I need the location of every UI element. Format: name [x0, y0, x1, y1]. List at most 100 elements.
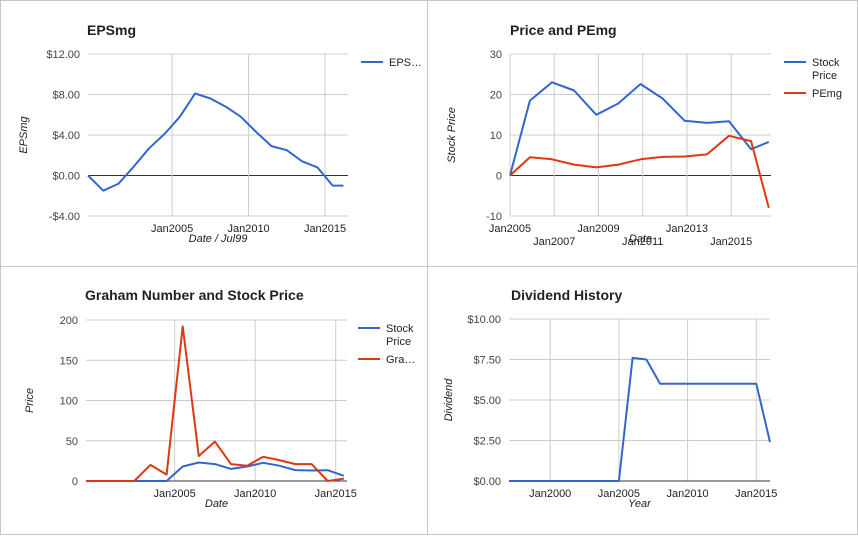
x-tick-label: Jan2009	[577, 223, 619, 235]
x-tick-label: Jan2010	[227, 223, 269, 235]
data-point	[230, 463, 232, 465]
data-point	[166, 474, 168, 476]
data-point	[522, 480, 524, 482]
data-point	[179, 116, 181, 118]
data-point	[271, 145, 273, 147]
data-point	[640, 83, 642, 85]
y-tick-label: 50	[66, 436, 78, 448]
data-point	[316, 166, 318, 168]
data-point	[684, 120, 686, 122]
data-point	[182, 325, 184, 327]
x-tick-label: Jan2005	[154, 488, 196, 500]
data-point	[750, 148, 752, 150]
data-point	[262, 462, 264, 464]
y-axis-title: EPSmg	[18, 115, 30, 153]
data-point	[673, 383, 675, 385]
data-point	[563, 480, 565, 482]
data-point	[769, 441, 771, 443]
data-point	[166, 480, 168, 482]
data-point	[768, 207, 770, 209]
y-axis-title: Price	[24, 388, 36, 413]
data-point	[573, 164, 575, 166]
data-point	[632, 357, 634, 359]
price-pe-chart-svg: Price and PEmg-100102030Jan2005Jan2007Ja…	[446, 22, 842, 248]
data-point	[332, 185, 334, 187]
legend-label: EPS…	[389, 57, 422, 69]
x-tick-label: Jan2013	[666, 223, 708, 235]
data-point	[133, 480, 135, 482]
x-tick-label: Jan2015	[710, 236, 752, 248]
data-point	[529, 100, 531, 102]
data-point	[85, 480, 87, 482]
data-point	[255, 131, 257, 133]
data-point	[327, 469, 329, 471]
x-tick-label: Jan2011	[622, 236, 663, 248]
data-point	[551, 158, 553, 160]
legend-label: Stock Price	[812, 57, 840, 82]
y-axis-title: Dividend	[443, 378, 455, 422]
data-point	[194, 92, 196, 94]
legend-label: Stock Price	[386, 323, 414, 348]
x-tick-label: Jan2015	[315, 488, 357, 500]
y-tick-label: $10.00	[467, 314, 501, 326]
data-point	[618, 480, 620, 482]
data-point	[133, 165, 135, 167]
data-point	[662, 98, 664, 100]
data-point	[509, 175, 511, 177]
data-point	[604, 480, 606, 482]
data-point	[595, 114, 597, 116]
data-point	[706, 153, 708, 155]
data-point	[118, 183, 120, 185]
y-tick-label: 0	[496, 171, 502, 183]
chart-title: Dividend History	[511, 287, 622, 303]
data-point	[286, 149, 288, 151]
data-point	[102, 190, 104, 192]
x-axis-title: Year	[628, 498, 652, 510]
data-point	[700, 383, 702, 385]
y-tick-label: 20	[490, 90, 502, 102]
data-point	[87, 175, 89, 177]
y-tick-label: $2.50	[473, 436, 501, 448]
y-tick-label: 200	[60, 315, 78, 327]
y-tick-label: $7.50	[473, 355, 501, 367]
data-point	[529, 156, 531, 158]
data-point	[225, 106, 227, 108]
series-line-stock-price	[509, 81, 770, 176]
data-point	[294, 463, 296, 465]
data-point	[590, 480, 592, 482]
data-point	[148, 147, 150, 149]
data-point	[549, 480, 551, 482]
data-point	[209, 98, 211, 100]
y-tick-label: -$4.00	[49, 211, 80, 223]
data-point	[149, 464, 151, 466]
y-tick-label: $0.00	[52, 171, 80, 183]
x-axis-title: Date	[629, 233, 652, 245]
data-point	[343, 475, 345, 477]
dividend-chart-panel: Dividend History $0.00 $2.50 $5.00 $7.50 $10.…	[427, 266, 858, 535]
x-tick-label: Jan2005	[489, 223, 531, 235]
y-tick-label: -10	[486, 211, 502, 223]
data-point	[508, 480, 510, 482]
chart-title: EPSmg	[87, 22, 136, 38]
y-tick-label: $12.00	[46, 49, 80, 61]
data-point	[768, 141, 770, 143]
series-line-pemg	[509, 134, 770, 209]
data-point	[101, 480, 103, 482]
series-line-eps-	[87, 92, 344, 192]
series-line-stock-price	[86, 461, 345, 482]
data-point	[595, 166, 597, 168]
data-point	[706, 122, 708, 124]
x-axis-title: Date / Jul99	[189, 233, 248, 245]
data-point	[198, 455, 200, 457]
legend-label: Gra…	[386, 354, 415, 366]
data-point	[551, 81, 553, 83]
data-point	[214, 463, 216, 465]
data-point	[327, 480, 329, 482]
data-point	[755, 383, 757, 385]
data-point	[342, 185, 344, 187]
data-point	[684, 155, 686, 157]
data-point	[163, 133, 165, 135]
x-tick-label: Jan2000	[529, 488, 571, 500]
data-point	[117, 480, 119, 482]
data-point	[301, 160, 303, 162]
